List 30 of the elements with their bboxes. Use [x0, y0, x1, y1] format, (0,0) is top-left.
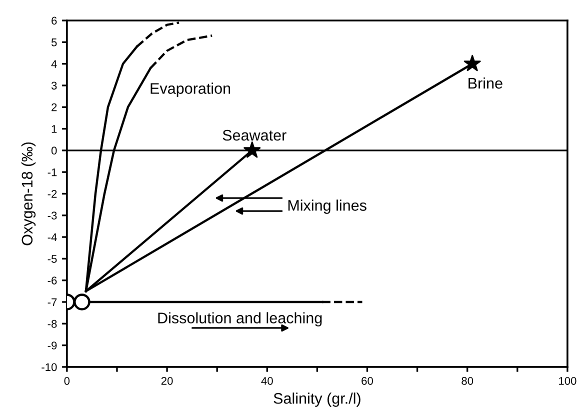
y-tick-label: -5	[48, 255, 57, 263]
x-tick-label: 80	[462, 376, 474, 385]
y-tick-label: 5	[51, 38, 57, 46]
y-tick-label: 6	[52, 16, 57, 25]
annotation: Brine	[468, 77, 502, 89]
x-axis-title: Salinity (gr./l)	[274, 392, 360, 407]
y-tick-label: -9	[48, 342, 57, 350]
x-tick-label: 60	[362, 376, 373, 385]
y-tick-label: -1	[48, 168, 57, 176]
annotation: Dissolution and leaching	[158, 312, 322, 326]
y-tick-label: -10	[42, 363, 57, 372]
x-tick-label: 20	[161, 376, 173, 385]
x-tick-label: 100	[559, 376, 576, 385]
y-tick-label: 4	[51, 60, 57, 68]
y-tick-label: -4	[48, 233, 57, 242]
annotation: Seawater	[222, 130, 286, 141]
x-tick-label: 40	[261, 376, 273, 385]
y-tick-label: 1	[52, 125, 57, 133]
y-tick-label: -6	[48, 276, 57, 284]
y-tick-label: -8	[48, 320, 57, 328]
y-tick-label: -3	[48, 212, 57, 220]
y-tick-label: 0	[51, 146, 57, 155]
annotation: Mixing lines	[288, 200, 366, 214]
x-tick-label: 0	[64, 376, 70, 385]
y-tick-label: 3	[51, 82, 57, 90]
y-tick-label: -2	[48, 190, 57, 198]
y-axis-title: Oxygen-18 (‰)	[21, 142, 36, 246]
y-tick-label: -7	[48, 298, 57, 306]
y-tick-label: 2	[52, 103, 57, 112]
annotation: Evaporation	[150, 82, 230, 97]
